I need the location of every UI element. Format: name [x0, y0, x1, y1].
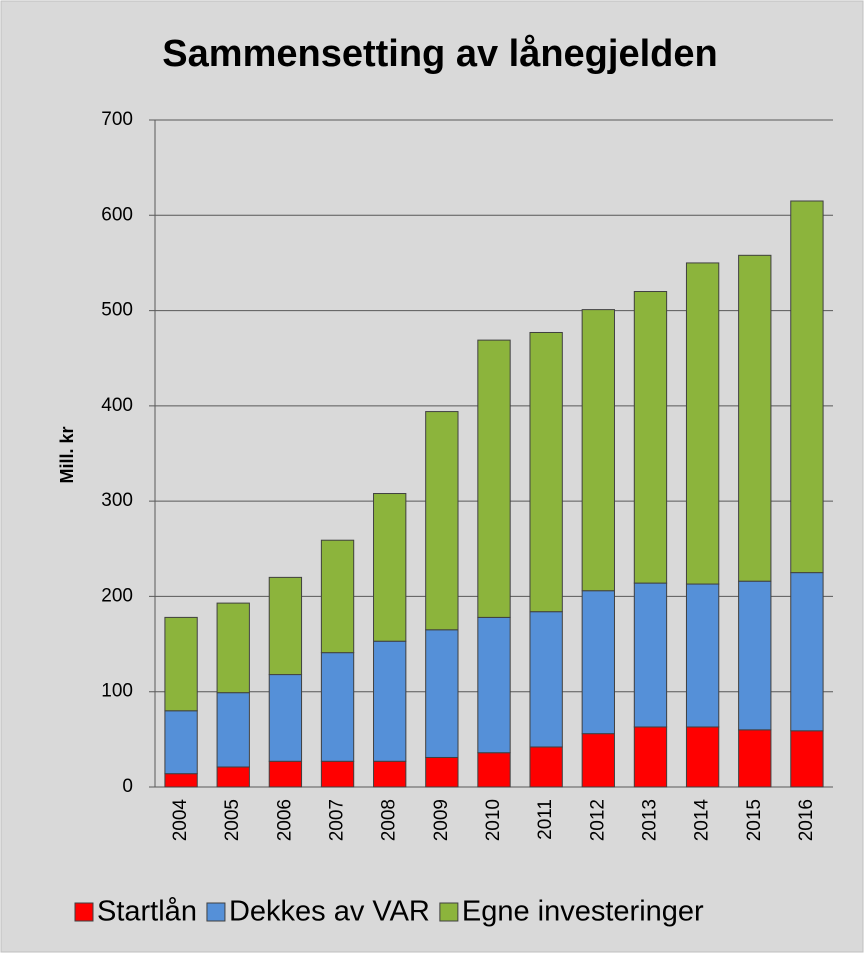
y-tick-label: 100: [101, 681, 133, 702]
y-axis-label: Mill. kr: [57, 426, 77, 483]
legend-label: Egne investeringer: [462, 896, 704, 928]
bar-segment: [738, 580, 772, 731]
bar-segment: [633, 582, 668, 728]
bar-segment: [633, 291, 668, 584]
y-tick-label: 200: [101, 585, 133, 606]
y-tick-label: 700: [101, 109, 133, 130]
bar-segment: [216, 692, 250, 768]
y-tick-label: 600: [101, 204, 133, 225]
bar-segment: [216, 602, 250, 694]
legend-swatch: [439, 902, 459, 922]
bar-segment: [320, 539, 355, 654]
bar-segment: [373, 493, 407, 642]
bar-segment: [373, 640, 407, 762]
bar-segment: [790, 572, 824, 732]
bar-segment: [477, 339, 511, 618]
legend-label: Dekkes av VAR: [229, 896, 430, 928]
bar-segment: [477, 752, 511, 788]
bar-segment: [685, 726, 720, 788]
bar-segment: [738, 729, 772, 788]
bar-segment: [164, 773, 198, 788]
x-tick-label: 2012: [587, 799, 608, 841]
chart-title: Sammensetting av lånegjelden: [162, 33, 717, 75]
bar-segment: [790, 730, 824, 788]
bar-segment: [529, 611, 563, 748]
legend-swatch: [206, 902, 226, 922]
y-tick-label: 400: [101, 395, 133, 416]
x-tick-label: 2014: [692, 799, 713, 842]
x-tick-label: 2004: [170, 799, 191, 842]
bar-segment: [477, 616, 511, 754]
bar-segment: [425, 756, 459, 788]
bar-segment: [216, 766, 250, 788]
x-tick-label: 2015: [744, 799, 765, 841]
legend-swatch: [74, 902, 94, 922]
legend-label: Startlån: [97, 896, 197, 928]
bar-segment: [581, 733, 615, 788]
bar-segment: [685, 262, 720, 585]
x-tick-label: 2011: [535, 799, 556, 840]
bar-segment: [581, 309, 615, 592]
bar-segment: [790, 200, 824, 574]
bar-segment: [373, 760, 407, 788]
bar-segment: [685, 583, 720, 728]
bar-segment: [581, 590, 615, 735]
bar-segment: [738, 254, 772, 582]
bar-segment: [268, 674, 303, 762]
x-tick-label: 2008: [379, 799, 400, 841]
x-tick-label: 2016: [796, 799, 817, 841]
bar-segment: [164, 616, 198, 712]
bar-segment: [268, 576, 303, 676]
x-tick-label: 2006: [274, 799, 295, 841]
bar-segment: [633, 726, 668, 788]
x-tick-label: 2010: [483, 799, 504, 841]
y-tick-label: 300: [101, 490, 133, 511]
x-tick-label: 2005: [222, 799, 243, 841]
bar-segment: [425, 629, 459, 758]
bar-segment: [268, 760, 303, 788]
y-tick-label: 500: [101, 300, 133, 321]
x-tick-label: 2007: [327, 799, 348, 841]
x-tick-label: 2013: [639, 799, 660, 841]
bar-segment: [320, 652, 355, 762]
bar-segment: [529, 746, 563, 788]
bar-segment: [425, 411, 459, 631]
bar-segment: [164, 710, 198, 775]
y-tick-label: 0: [122, 776, 133, 797]
x-tick-label: 2009: [431, 799, 452, 841]
bar-segment: [320, 760, 355, 788]
bar-segment: [529, 331, 563, 613]
